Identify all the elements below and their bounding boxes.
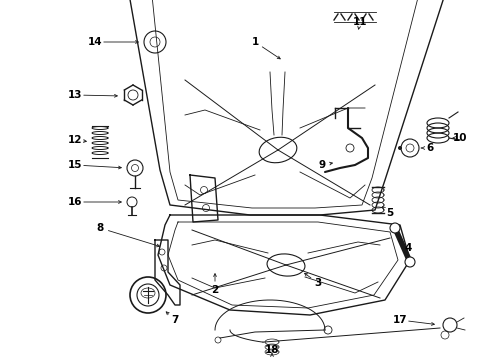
Text: 9: 9: [318, 160, 325, 170]
Text: 10: 10: [452, 133, 467, 143]
Circle shape: [404, 257, 414, 267]
Text: 16: 16: [68, 197, 82, 207]
Circle shape: [389, 223, 399, 233]
Text: 14: 14: [87, 37, 102, 47]
Text: 18: 18: [264, 345, 279, 355]
Text: 15: 15: [68, 160, 82, 170]
Text: 6: 6: [426, 143, 433, 153]
Circle shape: [397, 146, 401, 150]
Text: 2: 2: [211, 285, 218, 295]
Text: 5: 5: [386, 208, 393, 218]
Text: 4: 4: [404, 243, 411, 253]
Text: 8: 8: [96, 223, 103, 233]
Text: 3: 3: [314, 278, 321, 288]
Text: 13: 13: [68, 90, 82, 100]
Text: 12: 12: [68, 135, 82, 145]
Text: 1: 1: [251, 37, 258, 47]
Text: 17: 17: [392, 315, 407, 325]
Text: 7: 7: [171, 315, 178, 325]
Text: 11: 11: [352, 17, 366, 27]
